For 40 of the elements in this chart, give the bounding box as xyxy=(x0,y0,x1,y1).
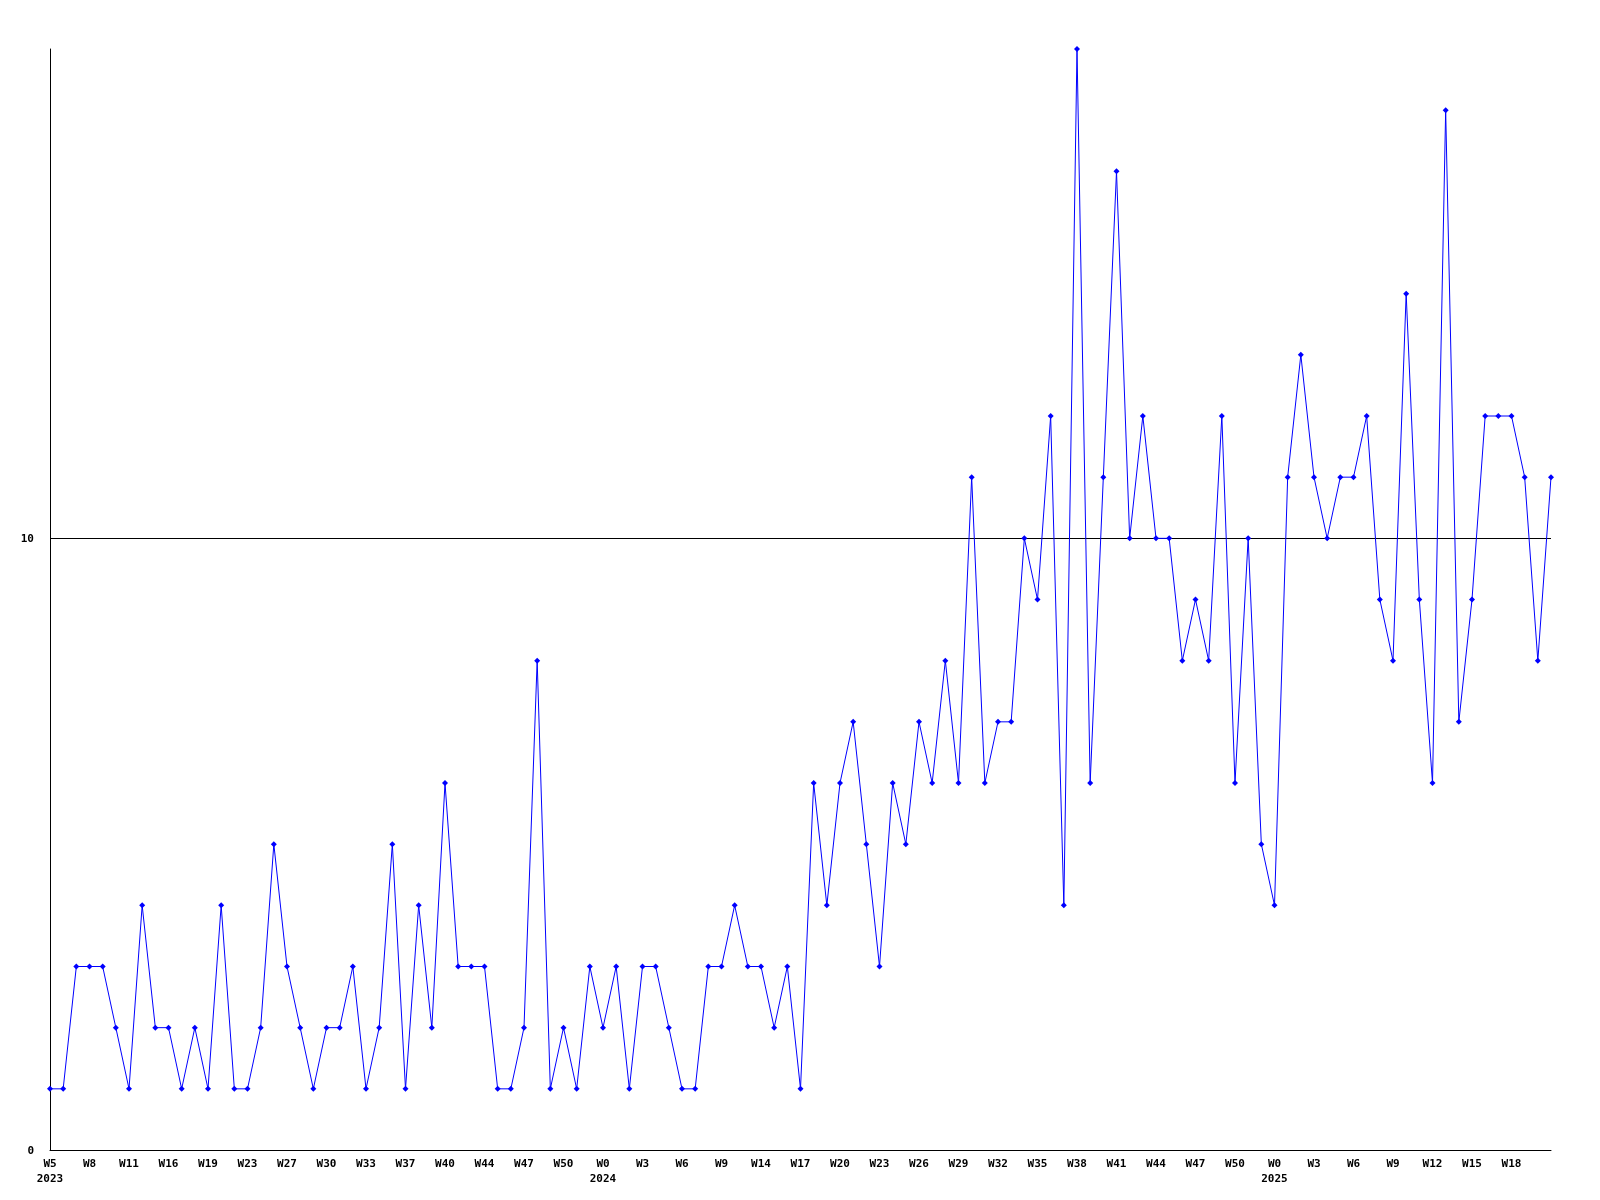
x-tick-label: W3 xyxy=(635,1157,650,1170)
x-tick-label: W30 xyxy=(316,1157,337,1170)
x-tick-label: W50 xyxy=(1225,1157,1245,1170)
x-tick-label: W23 xyxy=(237,1157,258,1170)
x-tick-label: W6 xyxy=(1346,1157,1361,1170)
x-tick-label: W19 xyxy=(198,1157,218,1170)
x-tick-label: W35 xyxy=(1027,1157,1048,1170)
x-tick-label: W0 2024 xyxy=(589,1157,617,1185)
x-tick-label: W0 2025 xyxy=(1261,1157,1288,1185)
x-tick-label: W23 xyxy=(869,1157,890,1170)
x-tick-label: W6 xyxy=(675,1157,689,1170)
x-tick-label: W44 xyxy=(1146,1157,1167,1170)
x-tick-label: W26 xyxy=(909,1157,930,1170)
x-tick-label: W3 xyxy=(1307,1157,1321,1170)
x-tick-label: W44 xyxy=(474,1157,495,1170)
y-tick-label: 10 xyxy=(20,531,34,545)
y-tick-label: 0 xyxy=(27,1143,34,1157)
x-tick-label: W27 xyxy=(277,1157,297,1170)
x-tick-label: W47 xyxy=(1185,1157,1206,1170)
x-tick-label: W15 xyxy=(1462,1157,1482,1170)
x-tick-label: W29 xyxy=(948,1157,969,1170)
x-tick-label: W37 xyxy=(395,1157,416,1170)
x-tick-label: W47 xyxy=(514,1157,534,1170)
x-tick-label: W32 xyxy=(988,1157,1008,1170)
x-tick-label: W18 xyxy=(1501,1157,1522,1170)
x-tick-label: W8 xyxy=(82,1157,97,1170)
x-tick-label: W20 xyxy=(830,1157,850,1170)
x-tick-label: W14 xyxy=(751,1157,772,1170)
x-tick-label: W38 xyxy=(1067,1157,1087,1170)
x-tick-label: W33 xyxy=(356,1157,376,1170)
x-tick-label: W12 xyxy=(1422,1157,1443,1170)
x-tick-label: W17 xyxy=(790,1157,811,1170)
x-tick-label: W16 xyxy=(158,1157,179,1170)
x-tick-label: W9 xyxy=(714,1157,729,1170)
x-tick-label: W11 xyxy=(119,1157,140,1170)
x-tick-label: W5 2023 xyxy=(36,1157,64,1185)
x-tick-label: W9 xyxy=(1386,1157,1400,1170)
x-tick-label: W40 xyxy=(435,1157,455,1170)
x-tick-label: W41 xyxy=(1106,1157,1127,1170)
x-tick-label: W50 xyxy=(553,1157,574,1170)
